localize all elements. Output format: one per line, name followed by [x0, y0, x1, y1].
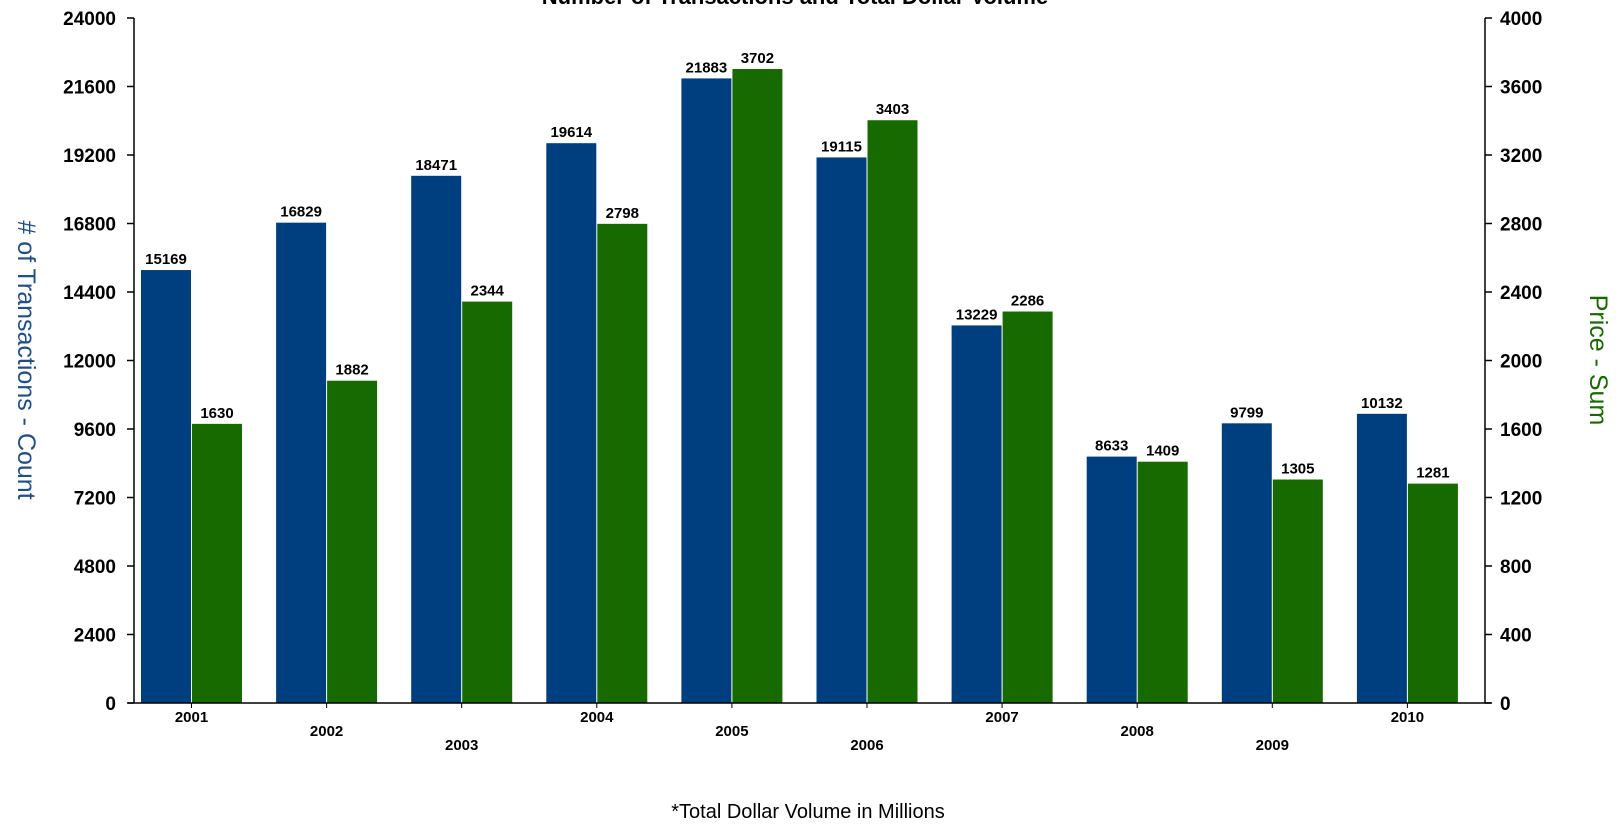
data-labels-layer: 15169 1630 16829 1882 18471 2344 19614 2798 2188…: [145, 50, 1449, 482]
data-label-price-2009: 1305: [1281, 461, 1314, 478]
left-tick-label-19200: 19200: [63, 146, 116, 167]
data-label-price-2007: 2286: [1011, 293, 1044, 310]
data-label-count-2003: 18471: [415, 157, 457, 174]
bar-price-2007: [1002, 311, 1053, 703]
data-label-count-2005: 21883: [686, 59, 728, 76]
right-tick-label-1200: 1200: [1500, 489, 1542, 510]
left-tick-label-14400: 14400: [63, 283, 116, 304]
bar-price-2008: [1137, 461, 1188, 703]
left-tick-label-12000: 12000: [63, 352, 116, 373]
left-y-axis-title: # of Transactions - Count: [12, 220, 40, 499]
chart-title: Number of Transactions and Total Dollar …: [542, 0, 1048, 9]
right-y-axis-title: Price - Sum: [1584, 295, 1612, 426]
bar-price-2009: [1272, 479, 1323, 703]
footnote: *Total Dollar Volume in Millions: [671, 801, 944, 823]
bar-count-2008: [1086, 456, 1137, 703]
right-tick-label-3600: 3600: [1500, 78, 1542, 99]
left-tick-label-7200: 7200: [74, 489, 116, 510]
data-label-count-2009: 9799: [1230, 404, 1263, 421]
left-tick-label-24000: 24000: [63, 9, 116, 30]
left-tick-label-4800: 4800: [74, 557, 116, 578]
left-tick-label-2400: 2400: [74, 626, 116, 647]
bar-price-2006: [867, 120, 918, 703]
data-label-price-2003: 2344: [471, 283, 505, 300]
x-tick-label-2006: 2006: [850, 737, 883, 754]
left-tick-label-16800: 16800: [63, 215, 116, 236]
x-tick-label-2002: 2002: [310, 723, 343, 740]
data-label-count-2007: 13229: [956, 306, 998, 323]
bar-count-2001: [141, 270, 191, 703]
left-tick-label-9600: 9600: [74, 420, 116, 441]
data-label-price-2006: 3403: [876, 101, 909, 118]
data-label-price-2001: 1630: [200, 405, 233, 422]
bar-price-2002: [327, 380, 378, 703]
data-label-count-2004: 19614: [550, 124, 592, 141]
bar-count-2004: [546, 143, 597, 704]
right-tick-label-0: 0: [1500, 694, 1511, 715]
data-label-count-2008: 8633: [1095, 438, 1128, 455]
bar-count-2006: [816, 157, 867, 704]
right-tick-label-3200: 3200: [1500, 146, 1542, 167]
x-tick-label-2008: 2008: [1121, 723, 1154, 740]
data-label-count-2002: 16829: [280, 204, 322, 221]
bar-count-2009: [1221, 423, 1272, 703]
data-label-count-2006: 19115: [821, 138, 862, 155]
right-tick-label-2000: 2000: [1500, 352, 1542, 373]
right-tick-label-800: 800: [1500, 557, 1532, 578]
bar-price-2010: [1407, 483, 1458, 703]
x-tick-label-2001: 2001: [175, 709, 208, 726]
right-y-axis-ticks: 0 400 800 1200 1600 2000 2400 2800 3200 3600 4000: [1485, 9, 1542, 715]
right-tick-label-4000: 4000: [1500, 9, 1542, 30]
bar-count-2005: [681, 78, 732, 703]
data-label-price-2002: 1882: [335, 362, 368, 379]
right-tick-label-2400: 2400: [1500, 283, 1542, 304]
data-label-price-2005: 3702: [741, 50, 774, 67]
bar-price-2004: [597, 223, 648, 703]
x-tick-label-2003: 2003: [445, 737, 478, 754]
left-tick-label-21600: 21600: [63, 78, 116, 99]
bar-count-2007: [951, 325, 1002, 703]
bar-count-2002: [276, 222, 327, 703]
right-tick-label-2800: 2800: [1500, 215, 1542, 236]
x-tick-label-2007: 2007: [985, 709, 1018, 726]
bar-price-2005: [732, 69, 783, 704]
bar-price-2001: [192, 423, 242, 703]
x-axis-ticks: 2001 2002 2003 2004 2005 2006 2007 2008 2009 2010: [175, 703, 1424, 754]
right-tick-label-1600: 1600: [1500, 420, 1542, 441]
data-label-price-2008: 1409: [1146, 443, 1179, 460]
data-label-price-2010: 1281: [1416, 465, 1449, 482]
bar-price-2003: [462, 301, 513, 703]
x-tick-label-2009: 2009: [1256, 737, 1289, 754]
bars-layer: [141, 69, 1458, 704]
x-tick-label-2010: 2010: [1391, 709, 1424, 726]
data-label-count-2001: 15169: [145, 251, 187, 268]
right-tick-label-400: 400: [1500, 626, 1532, 647]
left-tick-label-0: 0: [105, 694, 116, 715]
x-tick-label-2005: 2005: [715, 723, 748, 740]
data-label-count-2010: 10132: [1361, 395, 1403, 412]
data-label-price-2004: 2798: [606, 205, 639, 222]
left-y-axis-ticks: 0 2400 4800 7200 9600 12000 14400 16800 19200 216…: [63, 9, 134, 715]
x-tick-label-2004: 2004: [580, 709, 614, 726]
bar-count-2010: [1356, 413, 1407, 703]
bar-count-2003: [411, 175, 462, 703]
